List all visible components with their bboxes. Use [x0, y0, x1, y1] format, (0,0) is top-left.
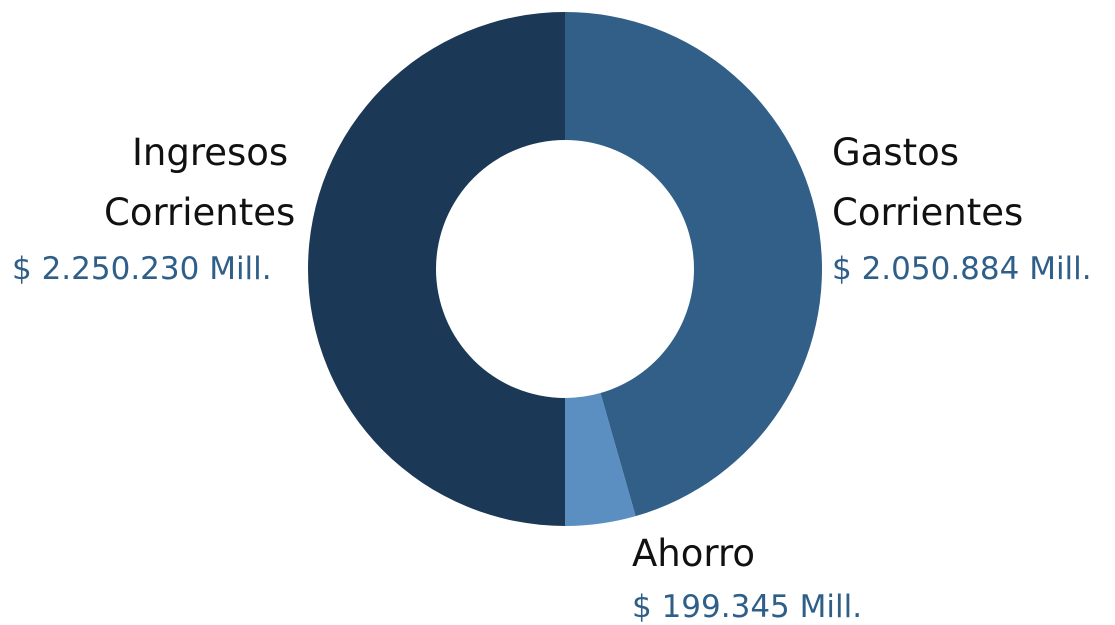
slice-ingresos	[308, 12, 566, 526]
slice-gastos	[565, 12, 822, 517]
ahorro-value-label: $ 199.345 Mill.	[632, 589, 863, 625]
gastos-label-line-2: Corrientes	[832, 191, 1024, 234]
ingresos-label-line-1: Ingresos	[132, 131, 289, 174]
gastos-value-label: $ 2.050.884 Mill.	[832, 251, 1092, 287]
ahorro-label: Ahorro	[632, 532, 755, 575]
gastos-label-line-1: Gastos	[832, 131, 960, 174]
ingresos-value-label: $ 2.250.230 Mill.	[12, 251, 272, 287]
ingresos-label-line-2: Corrientes	[104, 191, 296, 234]
slice-ahorro	[565, 393, 636, 526]
